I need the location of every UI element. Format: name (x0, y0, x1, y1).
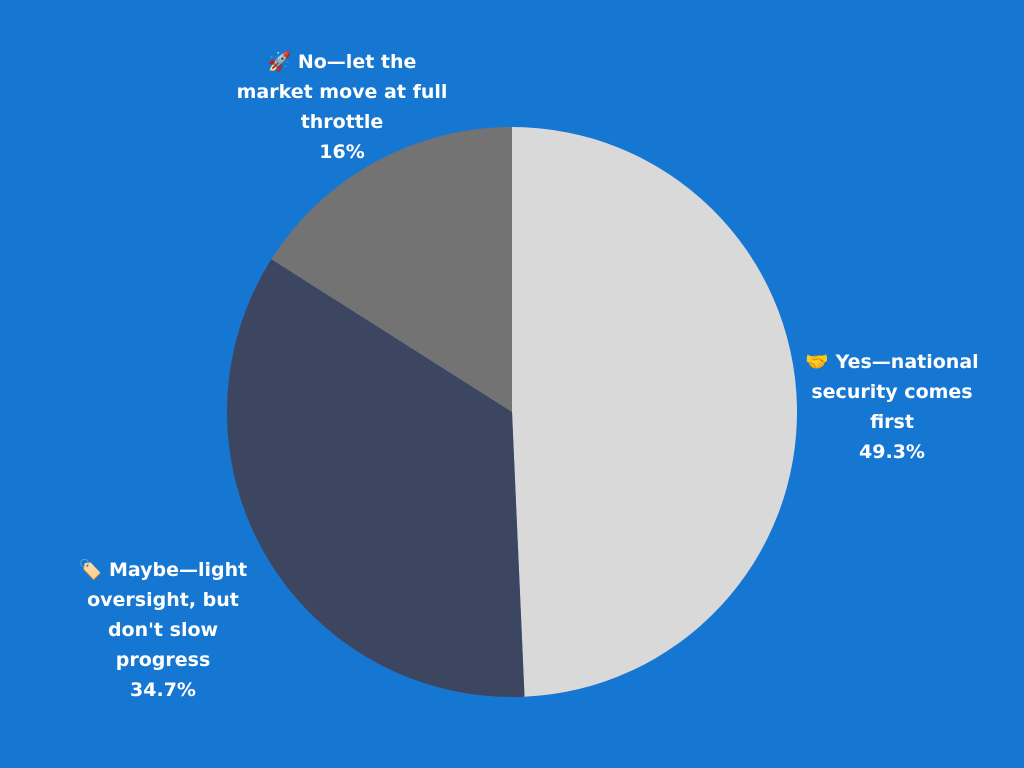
category-label: 🤝 Yes—national security comes first (805, 351, 979, 433)
value-label: 16% (319, 141, 365, 163)
category-label: 🏷️ Maybe—light oversight, but don't slow… (78, 559, 248, 671)
pie-slice (227, 259, 525, 697)
slice-label: 🤝 Yes—national security comes first 49.3% (797, 347, 987, 467)
value-label: 49.3% (859, 441, 925, 463)
value-label: 34.7% (130, 679, 196, 701)
slice-label: 🚀 No—let the market move at full throttl… (228, 47, 456, 167)
category-label: 🚀 No—let the market move at full throttl… (236, 51, 448, 133)
slice-label: 🏷️ Maybe—light oversight, but don't slow… (58, 555, 268, 705)
pie-slice (271, 126, 512, 412)
pie-slice (512, 127, 797, 697)
